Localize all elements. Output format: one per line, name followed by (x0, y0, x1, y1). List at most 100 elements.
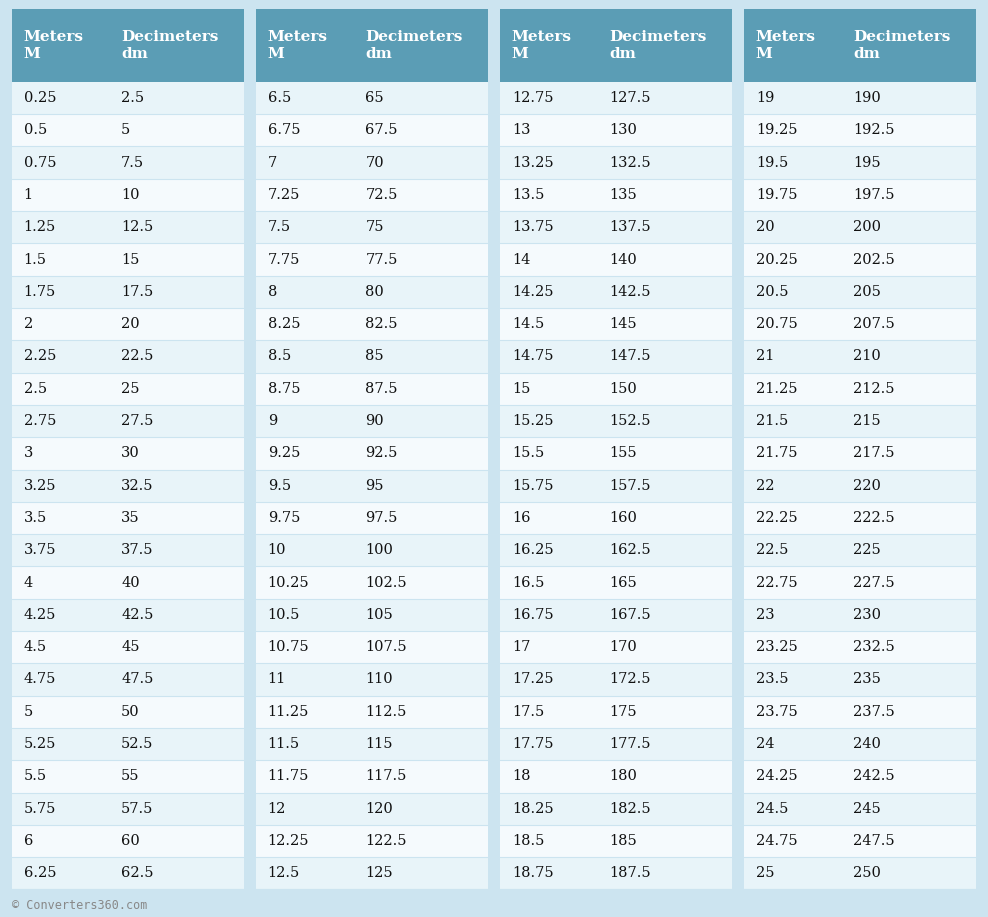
Text: 9: 9 (268, 414, 277, 428)
Text: 187.5: 187.5 (610, 867, 651, 880)
Bar (500, 696, 732, 728)
Text: 237.5: 237.5 (854, 705, 895, 719)
Bar (500, 534, 732, 567)
Text: 4.25: 4.25 (24, 608, 56, 622)
Text: 1.75: 1.75 (24, 285, 56, 299)
Bar (744, 825, 976, 857)
Text: 11.5: 11.5 (268, 737, 300, 751)
Text: Meters
M: Meters M (268, 30, 328, 61)
Bar (12, 308, 244, 340)
Text: 15: 15 (122, 252, 139, 267)
Bar (12, 276, 244, 308)
Bar (744, 470, 976, 502)
Text: 152.5: 152.5 (610, 414, 651, 428)
Text: 72.5: 72.5 (366, 188, 397, 202)
Bar (12, 792, 244, 825)
Text: 10.5: 10.5 (268, 608, 300, 622)
Text: 10: 10 (268, 543, 287, 558)
Bar (744, 792, 976, 825)
Text: 232.5: 232.5 (854, 640, 895, 654)
Text: 145: 145 (610, 317, 637, 331)
Text: 192.5: 192.5 (854, 123, 895, 138)
Bar (744, 857, 976, 889)
Text: 240: 240 (854, 737, 881, 751)
Text: 1.25: 1.25 (24, 220, 56, 234)
Text: 112.5: 112.5 (366, 705, 407, 719)
Bar (500, 276, 732, 308)
Bar (12, 211, 244, 243)
Bar (12, 663, 244, 696)
Text: 3.75: 3.75 (24, 543, 56, 558)
Text: 4.5: 4.5 (24, 640, 46, 654)
Text: 11.75: 11.75 (268, 769, 309, 783)
Text: 9.5: 9.5 (268, 479, 290, 492)
Text: 20.5: 20.5 (756, 285, 788, 299)
Text: 0.75: 0.75 (24, 156, 56, 170)
Bar (256, 663, 488, 696)
Text: 55: 55 (122, 769, 139, 783)
Bar (744, 82, 976, 114)
Text: 22.75: 22.75 (756, 576, 797, 590)
Text: 175: 175 (610, 705, 637, 719)
Text: 19.75: 19.75 (756, 188, 797, 202)
Text: 250: 250 (854, 867, 881, 880)
Text: 222.5: 222.5 (854, 511, 895, 525)
Bar (744, 567, 976, 599)
Text: 235: 235 (854, 672, 881, 687)
Text: 122.5: 122.5 (366, 834, 407, 848)
Bar (256, 308, 488, 340)
Text: 16.75: 16.75 (512, 608, 553, 622)
Text: 40: 40 (122, 576, 140, 590)
Text: 6.5: 6.5 (268, 91, 291, 105)
Text: 17: 17 (512, 640, 531, 654)
Text: 120: 120 (366, 801, 393, 816)
Bar (256, 567, 488, 599)
Text: 200: 200 (854, 220, 881, 234)
Text: Decimeters
dm: Decimeters dm (122, 30, 218, 61)
Text: Decimeters
dm: Decimeters dm (366, 30, 462, 61)
Text: 24.75: 24.75 (756, 834, 797, 848)
Bar (500, 792, 732, 825)
Bar (744, 663, 976, 696)
Text: 142.5: 142.5 (610, 285, 651, 299)
Bar (256, 147, 488, 179)
Text: 77.5: 77.5 (366, 252, 397, 267)
Text: Meters
M: Meters M (512, 30, 572, 61)
Bar (500, 631, 732, 663)
Bar (744, 405, 976, 437)
Bar (256, 243, 488, 276)
Bar (256, 792, 488, 825)
Text: 125: 125 (366, 867, 393, 880)
Text: 20.75: 20.75 (756, 317, 797, 331)
Text: 170: 170 (610, 640, 637, 654)
Bar (256, 728, 488, 760)
Bar (500, 760, 732, 792)
Bar (256, 114, 488, 147)
Bar (500, 308, 732, 340)
Bar (12, 825, 244, 857)
Bar (12, 760, 244, 792)
Bar (500, 567, 732, 599)
Bar (12, 470, 244, 502)
Bar (744, 179, 976, 211)
Text: 12.25: 12.25 (268, 834, 309, 848)
Text: 2.25: 2.25 (24, 349, 56, 363)
Text: 21: 21 (756, 349, 775, 363)
Bar (12, 82, 244, 114)
Bar (500, 372, 732, 405)
Text: 24: 24 (756, 737, 775, 751)
Text: 140: 140 (610, 252, 637, 267)
Text: 7.5: 7.5 (268, 220, 290, 234)
Text: 8.25: 8.25 (268, 317, 300, 331)
Bar (500, 147, 732, 179)
Text: 25: 25 (122, 381, 139, 396)
Text: 25: 25 (756, 867, 775, 880)
Text: 80: 80 (366, 285, 384, 299)
Text: 117.5: 117.5 (366, 769, 407, 783)
Text: 15: 15 (512, 381, 531, 396)
Text: 14.5: 14.5 (512, 317, 544, 331)
Text: 19.25: 19.25 (756, 123, 797, 138)
Bar (744, 211, 976, 243)
Bar (500, 179, 732, 211)
Text: 14.75: 14.75 (512, 349, 553, 363)
